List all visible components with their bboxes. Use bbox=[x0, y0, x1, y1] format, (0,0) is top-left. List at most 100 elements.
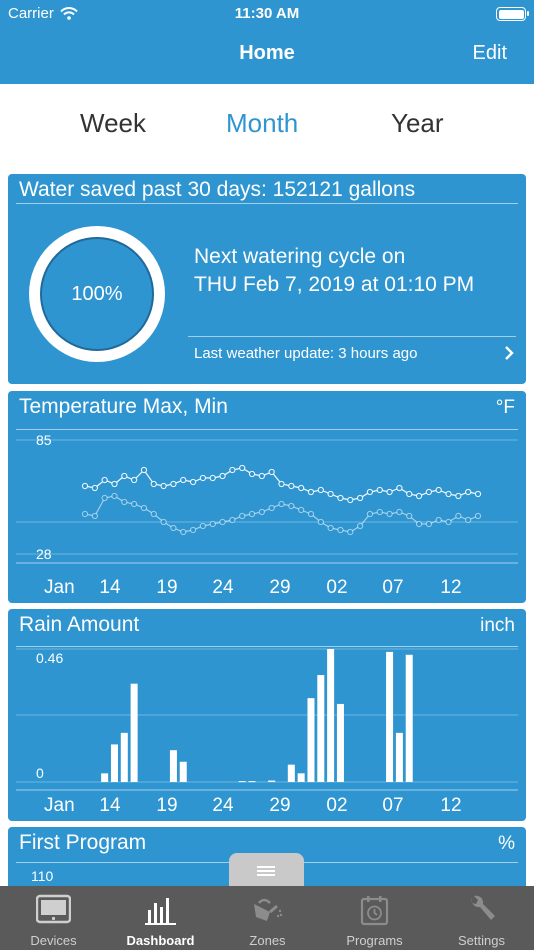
data-point bbox=[465, 488, 472, 496]
data-point bbox=[140, 466, 148, 474]
data-point bbox=[219, 472, 226, 480]
rain-bar bbox=[169, 750, 177, 782]
data-point bbox=[288, 502, 295, 510]
program-ymax-label: 110 bbox=[31, 868, 54, 884]
wrench-icon bbox=[471, 895, 495, 920]
weather-update-row[interactable]: Last weather update: 3 hours ago bbox=[188, 336, 516, 370]
rain-bar bbox=[405, 654, 413, 782]
rain-bar bbox=[287, 764, 295, 782]
data-point bbox=[445, 518, 452, 526]
data-point bbox=[170, 524, 177, 532]
carrier-label: Carrier bbox=[8, 5, 54, 22]
temperature-chart: 85 28 Jan 14 19 24 29 02 07 12 bbox=[16, 432, 518, 598]
data-point bbox=[101, 494, 108, 502]
y-max-label: 85 bbox=[36, 432, 52, 448]
data-point bbox=[327, 490, 334, 498]
data-point bbox=[347, 528, 354, 536]
data-point bbox=[396, 508, 403, 516]
calendar-clock-icon bbox=[360, 896, 389, 926]
data-point bbox=[455, 512, 462, 520]
data-point bbox=[258, 508, 265, 516]
data-point bbox=[239, 464, 246, 472]
rain-bar bbox=[130, 683, 138, 782]
data-point bbox=[327, 524, 334, 532]
data-point bbox=[445, 490, 452, 498]
data-point bbox=[199, 474, 206, 482]
data-point bbox=[298, 484, 305, 492]
data-point bbox=[406, 512, 413, 520]
tab-bar: Devices Dashboard Zones bbox=[0, 886, 534, 950]
segment-week[interactable]: Week bbox=[80, 108, 146, 138]
rain-bar bbox=[297, 773, 305, 782]
tab-settings[interactable]: Settings bbox=[428, 886, 534, 950]
next-cycle-datetime: THU Feb 7, 2019 at 01:10 PM bbox=[194, 273, 475, 296]
data-point bbox=[337, 526, 344, 534]
data-point bbox=[258, 472, 265, 480]
y-min-label: 0 bbox=[36, 765, 44, 781]
rain-unit: inch bbox=[480, 615, 515, 636]
x-tick-label: 14 bbox=[99, 795, 121, 816]
data-point bbox=[278, 480, 285, 488]
data-point bbox=[406, 490, 413, 498]
navigation-header: Carrier 11:30 AM Home Edit bbox=[0, 0, 534, 84]
data-point bbox=[366, 488, 374, 496]
wifi-icon bbox=[60, 7, 78, 20]
segment-year[interactable]: Year bbox=[391, 108, 444, 138]
data-point bbox=[219, 518, 226, 526]
program-unit: % bbox=[498, 833, 515, 854]
divider bbox=[16, 646, 518, 647]
tab-label: Settings bbox=[458, 933, 505, 948]
carrier-indicator: Carrier bbox=[8, 5, 78, 22]
temperature-card: Temperature Max, Min °F 85 28 Jan 14 19 24 29 0… bbox=[8, 391, 526, 603]
temperature-title: Temperature Max, Min bbox=[19, 395, 228, 418]
data-point bbox=[170, 480, 177, 488]
data-point bbox=[209, 474, 216, 482]
data-point bbox=[111, 480, 118, 488]
rain-bar bbox=[268, 780, 276, 782]
x-tick-label: 19 bbox=[156, 795, 177, 816]
drawer-handle[interactable] bbox=[229, 853, 304, 887]
x-tick-label: 02 bbox=[326, 577, 347, 598]
edit-button[interactable]: Edit bbox=[472, 42, 507, 64]
data-point bbox=[347, 496, 354, 504]
tab-devices[interactable]: Devices bbox=[0, 886, 107, 950]
x-tick-label: 02 bbox=[326, 795, 347, 816]
x-tick-label: Jan bbox=[44, 577, 75, 598]
data-point bbox=[121, 472, 128, 480]
status-bar: Carrier 11:30 AM bbox=[0, 5, 534, 25]
percent-label: 100% bbox=[71, 283, 123, 305]
next-cycle-heading: Next watering cycle on bbox=[194, 245, 406, 268]
divider bbox=[16, 203, 518, 204]
tab-dashboard[interactable]: Dashboard bbox=[107, 886, 214, 950]
data-point bbox=[425, 488, 432, 496]
data-point bbox=[298, 506, 305, 514]
segment-month[interactable]: Month bbox=[226, 108, 299, 138]
tab-programs[interactable]: Programs bbox=[321, 886, 428, 950]
devices-icon bbox=[36, 894, 71, 924]
data-point bbox=[91, 484, 98, 492]
x-tick-label: 07 bbox=[382, 577, 403, 598]
x-tick-label: 24 bbox=[212, 577, 234, 598]
data-point bbox=[415, 520, 423, 528]
data-point bbox=[396, 484, 403, 492]
data-point bbox=[415, 492, 423, 500]
rain-bar bbox=[120, 732, 128, 782]
data-point bbox=[337, 494, 344, 502]
rain-bar bbox=[101, 773, 109, 782]
tab-zones[interactable]: Zones bbox=[214, 886, 321, 950]
dashboard-bar-chart-icon bbox=[145, 898, 176, 925]
data-point bbox=[465, 516, 472, 524]
y-min-label: 28 bbox=[36, 546, 52, 562]
status-time: 11:30 AM bbox=[234, 5, 300, 22]
data-point bbox=[209, 520, 216, 528]
data-point bbox=[288, 482, 295, 490]
data-point bbox=[121, 498, 128, 506]
tab-label: Dashboard bbox=[126, 933, 195, 948]
data-point bbox=[189, 526, 197, 534]
x-tick-label: 12 bbox=[440, 795, 461, 816]
data-point bbox=[307, 488, 315, 496]
watering-can-icon bbox=[254, 898, 283, 921]
page-title: Home bbox=[239, 42, 295, 64]
data-point bbox=[229, 516, 236, 524]
data-point bbox=[81, 510, 89, 518]
